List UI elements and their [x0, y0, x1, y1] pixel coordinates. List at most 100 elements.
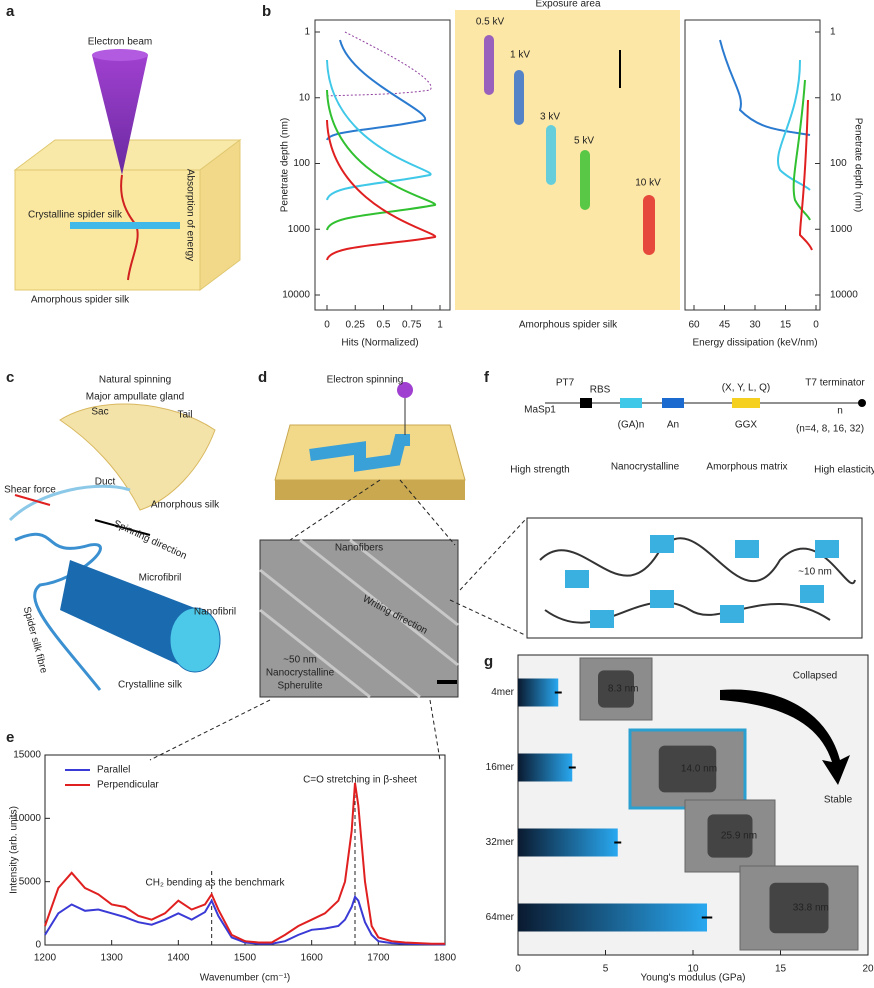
x-tick-label: 1500 [234, 953, 257, 964]
bar [518, 903, 707, 932]
panel-c-art [8, 403, 221, 691]
x-tick-label: 10 [687, 964, 699, 975]
label: Spinning direction [112, 518, 189, 562]
label: Duct [95, 477, 116, 488]
label: Shear force [4, 485, 56, 496]
label: ~50 nm [283, 655, 317, 666]
label: RBS [590, 385, 611, 396]
x-tick-label: 1600 [301, 953, 324, 964]
b-xtick-label: 0.25 [346, 320, 366, 331]
x-tick-label: 1800 [434, 953, 457, 964]
label: Electron beam [88, 37, 152, 48]
panel-label: a [6, 3, 15, 20]
b-xtick-label: 60 [688, 320, 700, 331]
series-line [44, 894, 446, 946]
y-tick-label: 10000 [13, 813, 41, 824]
image-label: 25.9 nm [721, 831, 757, 842]
label: Amorphous spider silk [519, 320, 618, 331]
label: Exposure area [535, 0, 600, 10]
label: MaSp1 [524, 405, 556, 416]
label: 0.5 kV [476, 17, 505, 28]
b-ytick-label: 10 [830, 92, 842, 103]
b-ytick-label: 100 [293, 158, 310, 169]
dashed-connectors [149, 479, 526, 761]
label: Energy dissipation (keV/nm) [692, 338, 817, 349]
annotation: Stable [824, 795, 853, 806]
left-frame [314, 19, 451, 311]
panel-label: c [6, 369, 14, 386]
panel-a-art [13, 49, 242, 291]
x-tick-label: 0 [515, 964, 521, 975]
label: Microfibril [139, 573, 182, 584]
bar [518, 828, 618, 857]
label: Spherulite [277, 681, 322, 692]
label: 1 kV [510, 50, 530, 61]
image-label: 8.3 nm [608, 684, 639, 695]
x-tick-label: 15 [775, 964, 787, 975]
label: Crystalline spider silk [28, 210, 123, 221]
label: Nanofibril [194, 607, 236, 618]
pore [707, 814, 753, 858]
label: High strength [510, 465, 569, 476]
pore [658, 745, 717, 793]
label: Crystalline silk [118, 680, 183, 691]
label: (GA)n [618, 420, 645, 431]
panel-f-art [526, 398, 866, 639]
series-line [44, 782, 445, 945]
panel-label: d [258, 369, 267, 386]
pore [598, 670, 634, 708]
x-tick-label: 20 [862, 964, 874, 975]
x-tick-label: 1700 [367, 953, 390, 964]
x-tick-label: 1300 [101, 953, 124, 964]
b-ytick-label: 10000 [282, 290, 310, 301]
label: Amorphous spider silk [31, 295, 130, 306]
panel-label: b [262, 3, 271, 20]
label: Major ampullate gland [86, 392, 184, 403]
label: Tail [177, 410, 192, 421]
label: (n=4, 8, 16, 32) [796, 424, 864, 435]
b-ytick-label: 10000 [830, 290, 858, 301]
b-xtick-label: 0.5 [377, 320, 391, 331]
legend-label: Perpendicular [97, 780, 159, 791]
category-label: 16mer [486, 762, 515, 773]
panel-label: e [6, 729, 14, 746]
label: 10 kV [635, 178, 661, 189]
label: 5 kV [574, 136, 594, 147]
x-label: Wavenumber (cm⁻¹) [200, 973, 290, 984]
b-beams [484, 35, 655, 255]
label: High elasticity [814, 465, 874, 476]
collapse-arrow [720, 689, 850, 785]
b-xtick-label: 0.75 [402, 320, 422, 331]
panel-label: g [484, 653, 493, 670]
label: n [837, 406, 843, 417]
category-label: 32mer [486, 837, 515, 848]
label: GGX [735, 420, 758, 431]
x-label: Young's modulus (GPa) [641, 973, 746, 984]
label: Electron spinning [327, 375, 404, 386]
label: ~10 nm [798, 567, 832, 578]
b-xtick-label: 30 [749, 320, 761, 331]
category-label: 4mer [491, 687, 514, 698]
category-label: 64mer [486, 912, 515, 923]
annotation: C=O stretching in β-sheet [303, 775, 417, 786]
right-frame [684, 19, 821, 311]
label: T7 terminator [805, 378, 865, 389]
bar [518, 753, 573, 782]
b-ytick-label: 1 [304, 27, 310, 38]
image-label: 33.8 nm [793, 903, 829, 914]
label: Spider silk fibre [21, 606, 49, 675]
annotation: CH₂ bending as the benchmark [146, 878, 286, 889]
label: Nanocrystalline [266, 668, 335, 679]
panel-label: f [484, 369, 490, 386]
y-label: Intensity (arb. units) [9, 806, 20, 894]
y-tick-label: 5000 [19, 876, 42, 887]
image-label: 14.0 nm [681, 764, 717, 775]
label: Amorphous matrix [706, 462, 787, 473]
label: PT7 [556, 378, 575, 389]
label: Hits (Normalized) [341, 338, 418, 349]
legend-label: Parallel [97, 765, 130, 776]
b-ytick-label: 100 [830, 158, 847, 169]
b-ytick-label: 1000 [288, 224, 311, 235]
pore [769, 882, 829, 934]
label: 3 kV [540, 112, 560, 123]
